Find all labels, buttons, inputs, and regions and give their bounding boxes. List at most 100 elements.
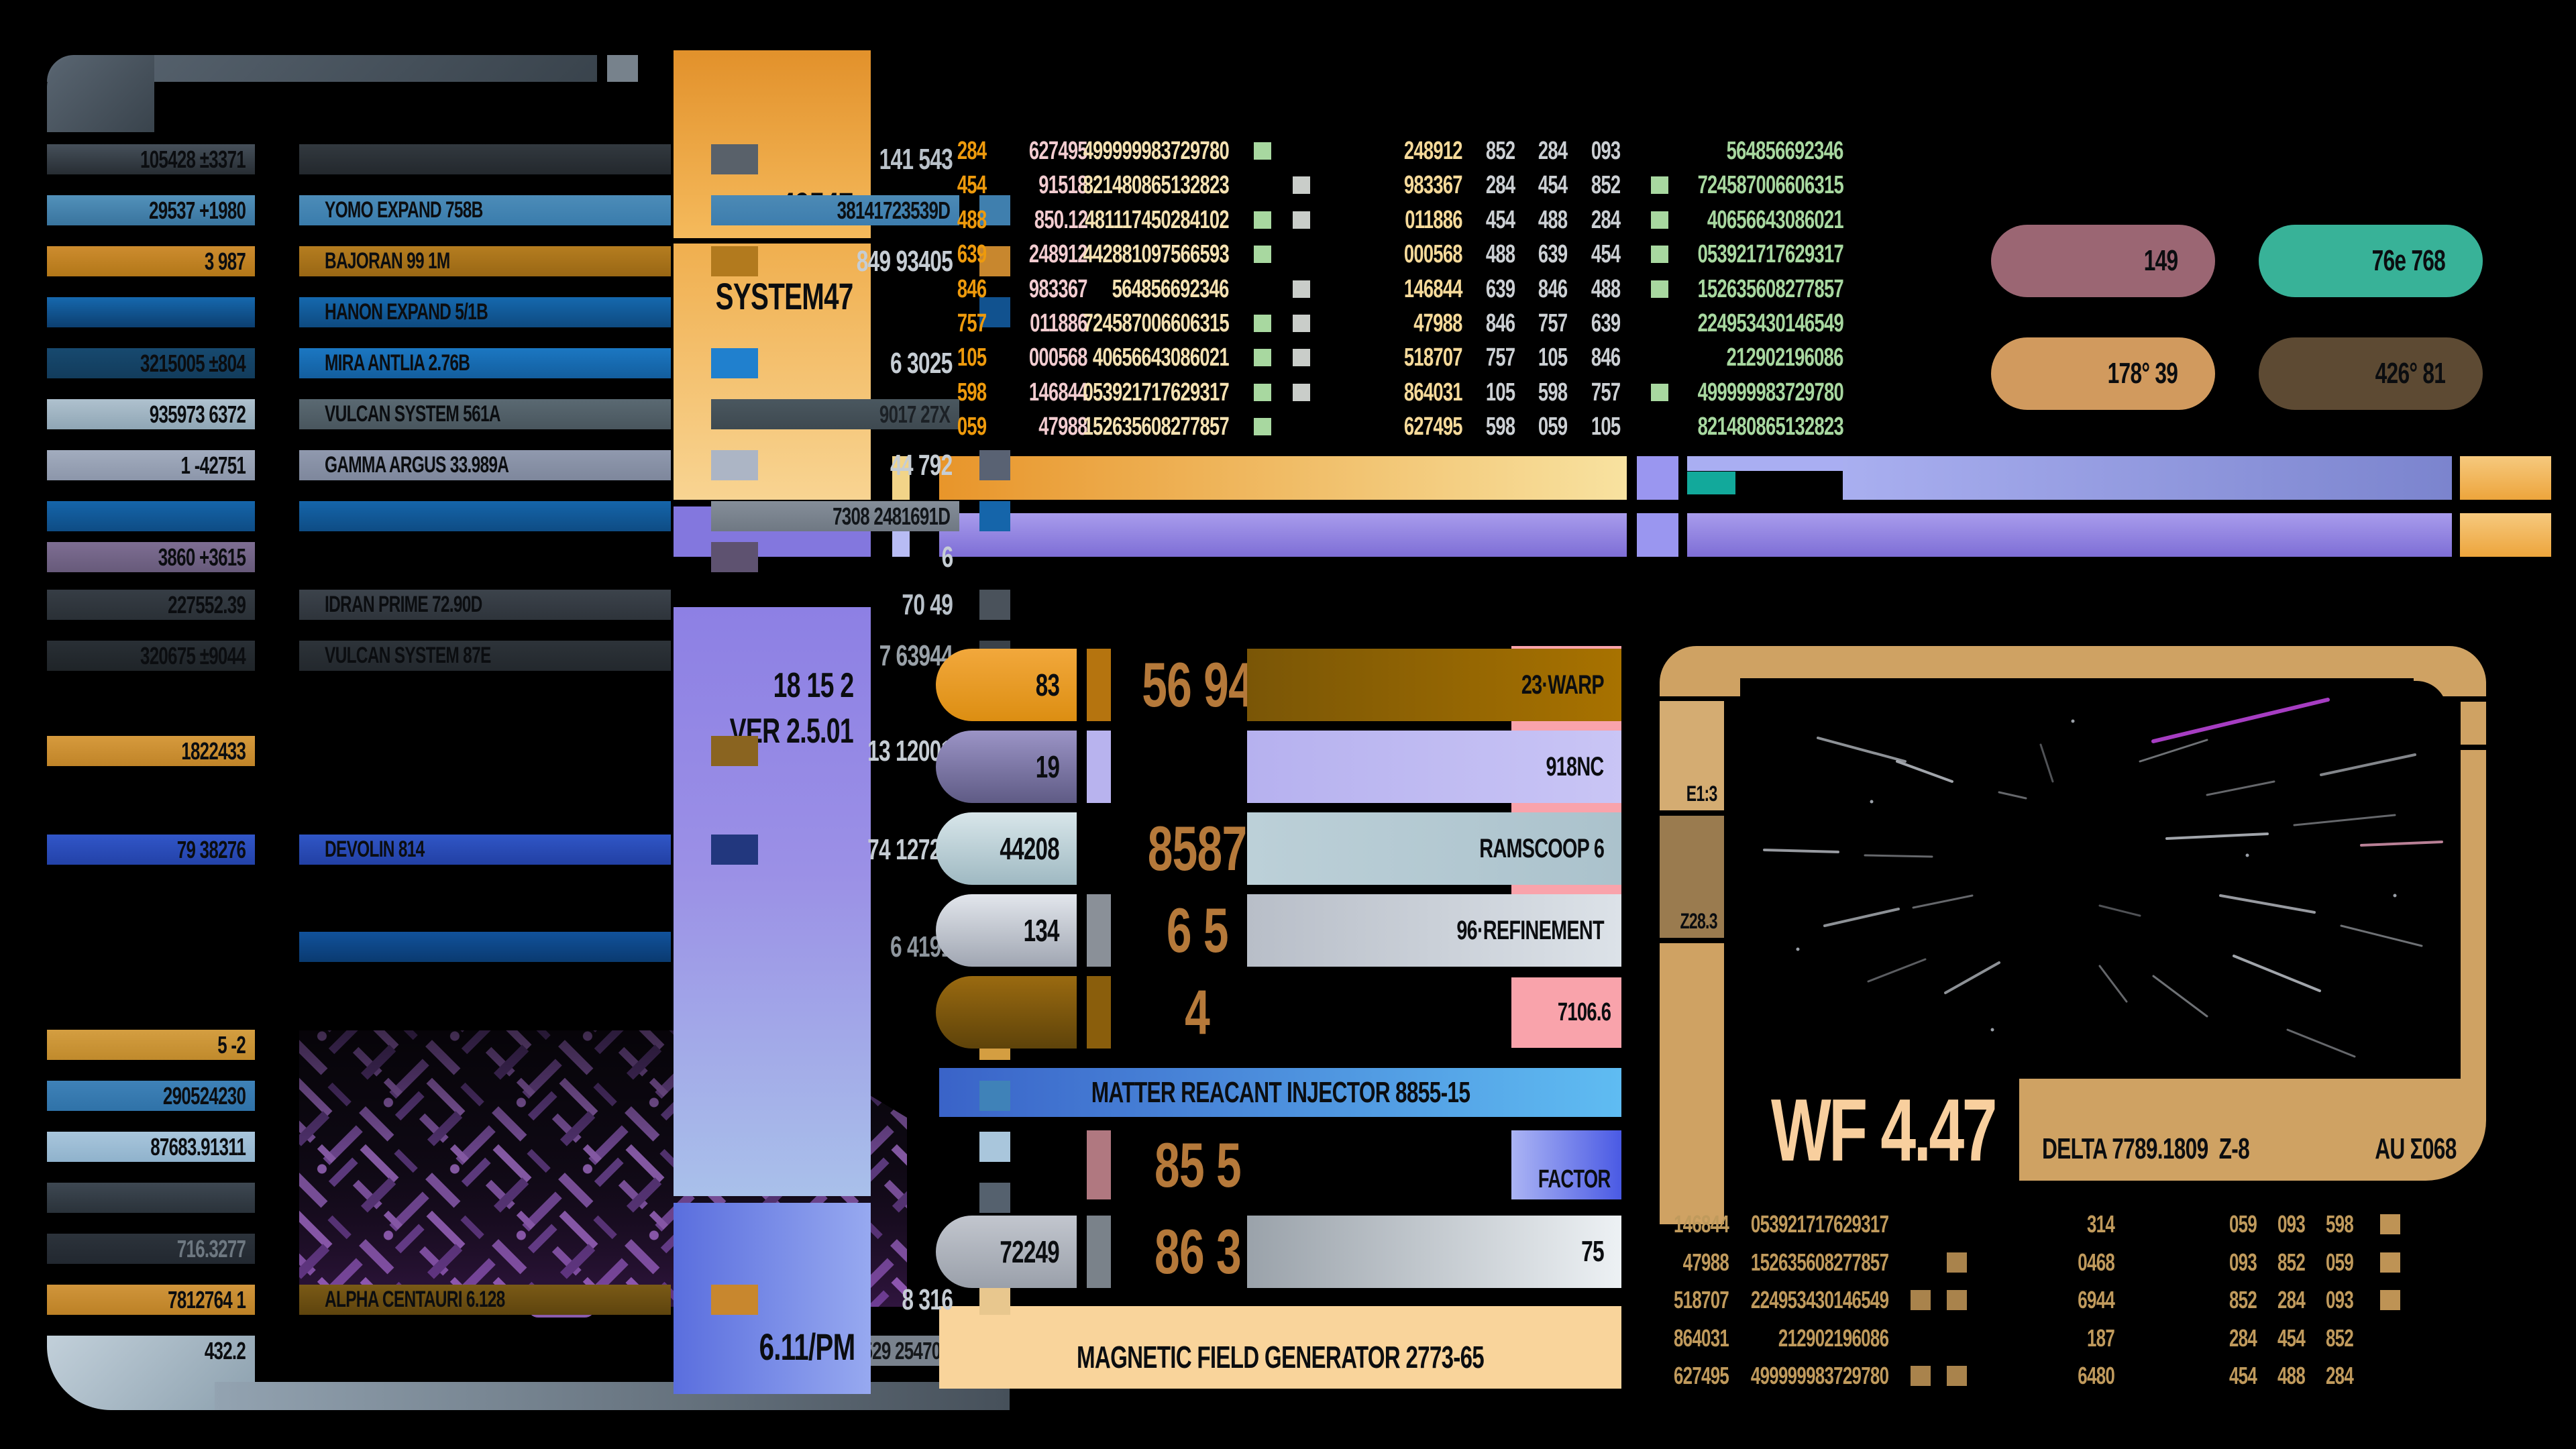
readout-pill[interactable]: 19	[936, 731, 1077, 803]
left-label-bar[interactable]: ALPHA CENTAURI 6.128	[299, 1285, 671, 1315]
left-label-bar[interactable]: YOMO EXPAND 758B	[299, 195, 671, 225]
readout-pill[interactable]: 134	[936, 894, 1077, 967]
readout-label-bar[interactable]: 23·WARP	[1247, 649, 1621, 721]
left-readout-bar[interactable]: 38141723539D	[711, 195, 959, 225]
left-label-bar[interactable]: VULCAN SYSTEM 561A	[299, 399, 671, 429]
grid-cell: 627495	[1673, 1362, 1729, 1389]
grid-cell: 518707	[1404, 343, 1463, 372]
viewer-rail-lower[interactable]	[1660, 943, 1724, 1224]
left-value-bar[interactable]: 3215005 ±804	[47, 348, 255, 378]
divider-top-square	[1637, 456, 1678, 500]
grid-cell: 846	[957, 274, 987, 303]
left-label-bar[interactable]: GAMMA ARGUS 33.989A	[299, 450, 671, 480]
grid-cell: 000568	[1404, 239, 1463, 268]
left-label-bar[interactable]	[299, 144, 671, 174]
magnetic-generator-bar[interactable]: MAGNETIC FIELD GENERATOR 2773-65	[939, 1306, 1621, 1389]
grid-cell: 850.12	[1034, 205, 1088, 234]
viewer-rail-z28[interactable]: Z28.3	[1660, 816, 1724, 938]
readout-label-bar[interactable]: 75	[1247, 1216, 1621, 1288]
footer-value: 432.2	[204, 1336, 246, 1364]
status-square-tan	[1947, 1290, 1967, 1310]
left-label-bar[interactable]: HANON EXPAND 5/1B	[299, 297, 671, 327]
status-square-green	[1254, 315, 1271, 332]
grid-cell: 639	[1538, 239, 1568, 268]
left-value-bar[interactable]: 105428 ±3371	[47, 144, 255, 174]
grid-cell: 059	[1538, 412, 1568, 441]
grid-cell: 821480865132823	[1083, 170, 1230, 199]
field-value-block[interactable]: 7106.6	[1511, 977, 1621, 1048]
grid-cell: 852	[2325, 1324, 2354, 1352]
readout-sliver	[1087, 731, 1111, 803]
left-stack-bar[interactable]: 290524230	[47, 1081, 255, 1111]
readout-label-bar[interactable]: RAMSCOOP 6	[1247, 812, 1621, 885]
viewer-bottom-bar[interactable]: DELTA 7789.1809 Z-8 AU Σ068	[2019, 1079, 2486, 1181]
left-stack-bar[interactable]: 716.3277	[47, 1234, 255, 1264]
readout-label-bar[interactable]: 96·REFINEMENT	[1247, 894, 1621, 967]
left-label-bar[interactable]	[299, 932, 671, 962]
left-label-bar[interactable]: VULCAN SYSTEM 87E	[299, 641, 671, 671]
left-stack-bar[interactable]: 7812764 1	[47, 1285, 255, 1315]
mid-block-version[interactable]: 18 15 2 VER 2.5.01	[674, 607, 871, 1196]
left-value-bar[interactable]: 1822433	[47, 736, 255, 766]
mid-block-pm[interactable]: 6.11/PM	[674, 1203, 871, 1394]
status-square-green	[1254, 418, 1271, 435]
left-value-bar[interactable]: 227552.39	[47, 590, 255, 620]
grid-cell: 846	[1538, 274, 1568, 303]
matter-injector-bar[interactable]: MATTER REACANT INJECTOR 8855-15	[939, 1068, 1621, 1117]
mid-block-system47[interactable]: SYSTEM47	[674, 244, 871, 500]
readout-big-value: 85 5	[1154, 1129, 1242, 1200]
left-stack-bar[interactable]	[47, 1183, 255, 1213]
grid-cell: 846	[1485, 309, 1515, 337]
grid-cell: 40656643086021	[1093, 343, 1230, 372]
left-value-bar[interactable]: 3 987	[47, 246, 255, 276]
left-sliver	[979, 297, 1010, 327]
readout-pill[interactable]: 44208	[936, 812, 1077, 885]
left-label-bar[interactable]: DEVOLIN 814	[299, 835, 671, 865]
grid-cell: 6480	[2078, 1362, 2115, 1389]
left-stack-bar[interactable]: 87683.91311	[47, 1132, 255, 1162]
left-value-bar[interactable]: 935973 6372	[47, 399, 255, 429]
status-square-gray	[1293, 315, 1310, 332]
pill-button[interactable]: 149	[1991, 225, 2215, 297]
grid-cell: 864031	[1673, 1324, 1729, 1352]
left-value-bar[interactable]	[47, 501, 255, 531]
readout-pill[interactable]: 83	[936, 649, 1077, 721]
left-value-bar[interactable]: 3860 +3615	[47, 542, 255, 572]
viewer-rail-e1[interactable]: E1:3	[1660, 701, 1724, 810]
grid-cell: 053921717629317	[1083, 378, 1230, 407]
grid-cell: 248912	[1404, 136, 1463, 165]
left-value-bar[interactable]: 29537 +1980	[47, 195, 255, 225]
left-readout-bar[interactable]: 9017 27X	[711, 399, 959, 429]
status-square-green	[1254, 211, 1271, 229]
status-square-gray	[1293, 384, 1310, 401]
left-label-bar[interactable]: MIRA ANTLIA 2.76B	[299, 348, 671, 378]
readout-big-value: 6 5	[1167, 895, 1229, 965]
grid-cell: 757	[957, 309, 987, 337]
grid-cell: 598	[2325, 1210, 2354, 1238]
divider-teal-square[interactable]	[1687, 472, 1735, 494]
left-label-bar[interactable]	[299, 501, 671, 531]
left-value-bar[interactable]: 1 -42751	[47, 450, 255, 480]
left-value-bar[interactable]: 320675 ±9044	[47, 641, 255, 671]
grid-cell: 481117450284102	[1085, 205, 1230, 234]
readout-pill[interactable]: 72249	[936, 1216, 1077, 1288]
left-readout-bar[interactable]: 7308 2481691D	[711, 501, 959, 531]
grid-cell: 284	[1485, 170, 1515, 199]
grid-cell: 105	[1538, 343, 1568, 372]
left-stack-bar[interactable]: 5 -2	[47, 1030, 255, 1060]
left-value-bar[interactable]	[47, 297, 255, 327]
readout-pill[interactable]	[936, 976, 1077, 1049]
factor-block[interactable]: FACTOR	[1511, 1130, 1621, 1199]
pill-button[interactable]: 76e 768	[2259, 225, 2483, 297]
grid-cell: 454	[1591, 239, 1621, 268]
readout-sliver	[1087, 649, 1111, 721]
left-label-bar[interactable]: IDRAN PRIME 72.90D	[299, 590, 671, 620]
readout-label-bar[interactable]: 918NC	[1247, 731, 1621, 803]
left-label-bar[interactable]: BAJORAN 99 1M	[299, 246, 671, 276]
left-value-bar[interactable]: 79 38276	[47, 835, 255, 865]
pill-button[interactable]: 178° 39	[1991, 337, 2215, 410]
status-square-green	[1254, 246, 1271, 263]
grid-cell: 499999983729780	[1750, 1362, 1889, 1389]
pill-button[interactable]: 426° 81	[2259, 337, 2483, 410]
